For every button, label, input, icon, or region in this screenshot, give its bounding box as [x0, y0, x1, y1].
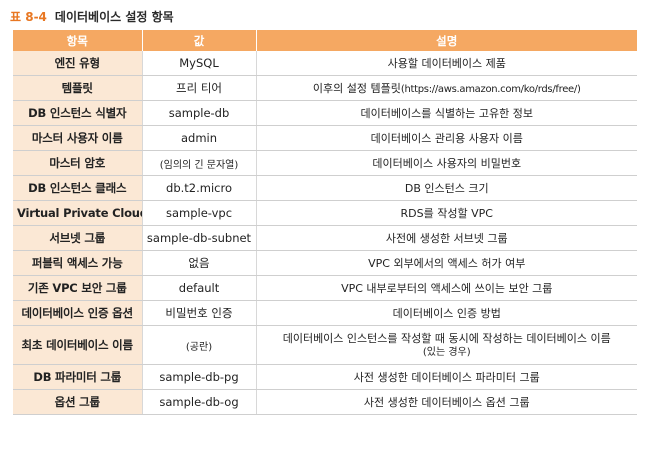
- header-value: 값: [141, 30, 256, 51]
- row-description: 사전 생성한 데이터베이스 옵션 그룹: [255, 389, 637, 415]
- row-item: 마스터 사용자 이름: [13, 125, 142, 151]
- row-item: DB 인스턴스 클래스: [13, 175, 142, 201]
- row-item: 퍼블릭 액세스 가능: [13, 250, 142, 276]
- row-item: 데이터베이스 인증 옵션: [13, 300, 142, 326]
- row-description: DB 인스턴스 크기: [255, 175, 637, 201]
- row-description: 데이터베이스 인증 방법: [255, 300, 637, 326]
- table-row: 최초 데이터베이스 이름 (공란) 데이터베이스 인스턴스를 작성할 때 동시에…: [13, 325, 637, 365]
- row-description-text: 이후의 설정 템플릿: [312, 82, 401, 95]
- table-row: 옵션 그룹 sample-db-og 사전 생성한 데이터베이스 옵션 그룹: [13, 389, 637, 415]
- row-value: (공란): [141, 325, 256, 365]
- row-item: 마스터 암호: [13, 150, 142, 176]
- row-value: (임의의 긴 문자열): [141, 150, 256, 176]
- row-value: sample-db-pg: [141, 364, 256, 390]
- row-description-url: (https://aws.amazon.com/ko/rds/free/): [400, 84, 581, 95]
- row-description: 사용할 데이터베이스 제품: [255, 51, 637, 76]
- row-value: MySQL: [141, 51, 256, 76]
- table-row: DB 파라미터 그룹 sample-db-pg 사전 생성한 데이터베이스 파라…: [13, 364, 637, 390]
- row-description: VPC 내부로부터의 액세스에 쓰이는 보안 그룹: [255, 275, 637, 301]
- table-row: 엔진 유형 MySQL 사용할 데이터베이스 제품: [13, 51, 637, 76]
- table-row: 서브넷 그룹 sample-db-subnet 사전에 생성한 서브넷 그룹: [13, 225, 637, 251]
- table-caption: 표 8-4 데이터베이스 설정 항목: [10, 7, 174, 25]
- row-value: default: [141, 275, 256, 301]
- table-number: 표 8-4: [10, 9, 47, 24]
- row-description: RDS를 작성할 VPC: [255, 200, 637, 226]
- row-description-note: (있는 경우): [422, 346, 471, 358]
- row-value: 없음: [141, 250, 256, 276]
- table-row: DB 인스턴스 클래스 db.t2.micro DB 인스턴스 크기: [13, 175, 637, 201]
- row-value: sample-db-og: [141, 389, 256, 415]
- row-value: 비밀번호 인증: [141, 300, 256, 326]
- header-item: 항목: [13, 30, 142, 51]
- row-item: 템플릿: [13, 75, 142, 101]
- row-value: admin: [141, 125, 256, 151]
- table-row: Virtual Private Cloud sample-vpc RDS를 작성…: [13, 200, 637, 226]
- table-row: DB 인스턴스 식별자 sample-db 데이터베이스를 식별하는 고유한 정…: [13, 100, 637, 126]
- table-row: 마스터 사용자 이름 admin 데이터베이스 관리용 사용자 이름: [13, 125, 637, 151]
- header-description: 설명: [255, 30, 637, 51]
- row-value: sample-db-subnet: [141, 225, 256, 251]
- row-item: 기존 VPC 보안 그룹: [13, 275, 142, 301]
- row-item: DB 파라미터 그룹: [13, 364, 142, 390]
- row-description: 사전 생성한 데이터베이스 파라미터 그룹: [255, 364, 637, 390]
- table-row: 퍼블릭 액세스 가능 없음 VPC 외부에서의 액세스 허가 여부: [13, 250, 637, 276]
- row-value: 프리 티어: [141, 75, 256, 101]
- row-value: sample-db: [141, 100, 256, 126]
- row-item: 서브넷 그룹: [13, 225, 142, 251]
- table-row: 기존 VPC 보안 그룹 default VPC 내부로부터의 액세스에 쓰이는…: [13, 275, 637, 301]
- row-item: 옵션 그룹: [13, 389, 142, 415]
- row-description: 이후의 설정 템플릿(https://aws.amazon.com/ko/rds…: [255, 75, 637, 101]
- table-row: 마스터 암호 (임의의 긴 문자열) 데이터베이스 사용자의 비밀번호: [13, 150, 637, 176]
- row-item: Virtual Private Cloud: [13, 200, 142, 226]
- table-title: 데이터베이스 설정 항목: [54, 9, 174, 24]
- database-settings-table: 항목 값 설명 엔진 유형 MySQL 사용할 데이터베이스 제품 템플릿 프리…: [13, 30, 637, 415]
- row-description: 사전에 생성한 서브넷 그룹: [255, 225, 637, 251]
- row-description: 데이터베이스 관리용 사용자 이름: [255, 125, 637, 151]
- row-description: 데이터베이스를 식별하는 고유한 정보: [255, 100, 637, 126]
- row-value: sample-vpc: [141, 200, 256, 226]
- row-item: DB 인스턴스 식별자: [13, 100, 142, 126]
- table-row: 템플릿 프리 티어 이후의 설정 템플릿(https://aws.amazon.…: [13, 75, 637, 101]
- row-value: db.t2.micro: [141, 175, 256, 201]
- table-row: 데이터베이스 인증 옵션 비밀번호 인증 데이터베이스 인증 방법: [13, 300, 637, 326]
- table-header-row: 항목 값 설명: [13, 30, 637, 51]
- row-description-text: 데이터베이스 인스턴스를 작성할 때 동시에 작성하는 데이터베이스 이름: [282, 331, 611, 345]
- row-description: VPC 외부에서의 액세스 허가 여부: [255, 250, 637, 276]
- row-item: 엔진 유형: [13, 51, 142, 76]
- row-item: 최초 데이터베이스 이름: [13, 325, 142, 365]
- row-description: 데이터베이스 사용자의 비밀번호: [255, 150, 637, 176]
- row-description: 데이터베이스 인스턴스를 작성할 때 동시에 작성하는 데이터베이스 이름 (있는…: [255, 325, 637, 365]
